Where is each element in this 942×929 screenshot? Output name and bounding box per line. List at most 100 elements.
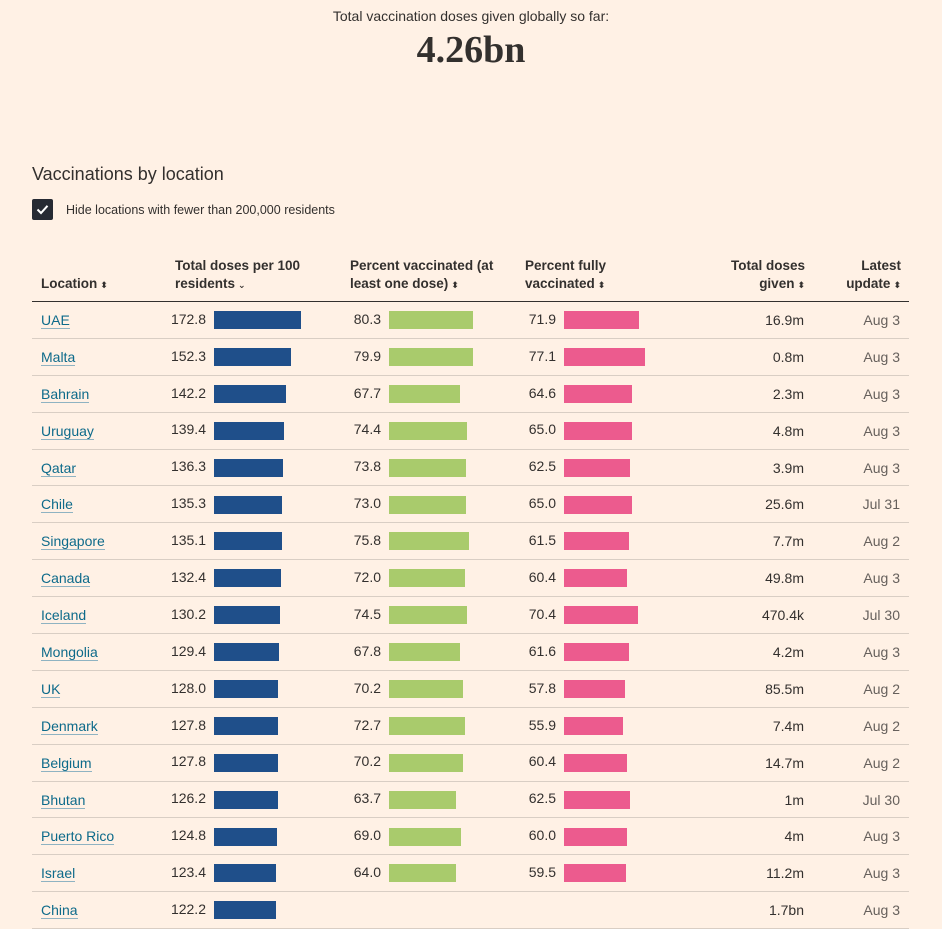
col-header-pct-fully[interactable]: Percent fully vaccinated ⬍ (516, 252, 691, 302)
total-doses-cell: 49.8m (691, 559, 813, 598)
latest-update-cell: Aug 2 (813, 522, 909, 561)
location-link[interactable]: Malta (41, 348, 76, 366)
one-dose-bar (389, 421, 467, 440)
total-doses-cell: 14.7m (691, 744, 813, 782)
pct-one-dose-cell: 70.2 (341, 670, 516, 708)
sort-both-icon: ⬍ (451, 280, 459, 290)
cell-value: 65.0 (528, 421, 556, 438)
total-doses-cell: 7.7m (691, 522, 813, 561)
doses-bar (214, 384, 286, 403)
col-header-doses-per-100[interactable]: Total doses per 100 residents ⌄ (166, 252, 341, 302)
location-link[interactable]: Mongolia (41, 643, 98, 661)
doses-bar (214, 311, 301, 330)
location-link[interactable]: Singapore (41, 533, 105, 551)
cell-value: 123.4 (170, 864, 206, 881)
doses-per-100-cell: 139.4 (166, 412, 341, 450)
latest-update-cell: Aug 3 (813, 559, 909, 598)
location-link[interactable]: Chile (41, 496, 73, 514)
one-dose-bar (389, 311, 473, 330)
table-row: Bahrain 142.2 67.7 64.6 2.3m Aug 3 (32, 375, 909, 413)
location-link[interactable]: Israel (41, 865, 76, 883)
filter-label: Hide locations with fewer than 200,000 r… (66, 202, 335, 217)
cell-value: 130.2 (170, 605, 206, 622)
location-link[interactable]: Puerto Rico (41, 828, 115, 846)
latest-update-cell: Aug 2 (813, 670, 909, 708)
col-header-total-doses[interactable]: Total doses given ⬍ (691, 252, 813, 302)
fully-bar (564, 606, 638, 625)
location-link[interactable]: Belgium (41, 754, 92, 772)
location-link[interactable]: Qatar (41, 459, 77, 477)
cell-value: 67.8 (353, 642, 381, 659)
location-link[interactable]: Iceland (41, 607, 87, 625)
location-link[interactable]: Uruguay (41, 422, 94, 440)
latest-update-cell: Aug 3 (813, 375, 909, 413)
col-header-pct-one-dose[interactable]: Percent vaccinated (at least one dose) ⬍ (341, 252, 516, 302)
doses-bar (214, 827, 277, 846)
doses-bar (214, 643, 279, 662)
fully-bar (564, 421, 632, 440)
col-header-location[interactable]: Location ⬍ (32, 252, 166, 302)
location-link[interactable]: Bhutan (41, 791, 86, 809)
table-row: UK 128.0 70.2 57.8 85.5m Aug 2 (32, 670, 909, 708)
pct-fully-cell: 62.5 (516, 781, 691, 819)
pct-one-dose-cell: 63.7 (341, 781, 516, 819)
fully-bar (564, 790, 630, 809)
cell-value: 67.7 (353, 384, 381, 401)
location-cell: Uruguay (32, 412, 166, 450)
table-row: UAE 172.8 80.3 71.9 16.9m Aug 3 (32, 301, 909, 339)
doses-bar (214, 790, 278, 809)
pct-fully-cell: 77.1 (516, 338, 691, 376)
location-cell: Denmark (32, 707, 166, 745)
pct-fully-cell: 61.5 (516, 522, 691, 561)
location-link[interactable]: UAE (41, 311, 70, 329)
col-header-label: Latest update (846, 258, 901, 291)
cell-value: 60.0 (528, 827, 556, 844)
latest-update-cell: Aug 3 (813, 449, 909, 487)
location-link[interactable]: Canada (41, 570, 91, 588)
sort-both-icon: ⬍ (797, 280, 805, 290)
one-dose-bar (389, 790, 456, 809)
sort-descending-icon: ⌄ (238, 280, 246, 290)
fully-bar (564, 495, 632, 514)
cell-value: 63.7 (353, 790, 381, 807)
sort-both-icon: ⬍ (893, 280, 901, 290)
table-row: Singapore 135.1 75.8 61.5 7.7m Aug 2 (32, 522, 909, 561)
table-header-row: Location ⬍ Total doses per 100 residents ⌄… (32, 252, 909, 302)
pct-fully-cell: 61.6 (516, 633, 691, 671)
table-row: Canada 132.4 72.0 60.4 49.8m Aug 3 (32, 559, 909, 598)
cell-value: 128.0 (170, 679, 206, 696)
doses-per-100-cell: 123.4 (166, 854, 341, 893)
population-filter[interactable]: Hide locations with fewer than 200,000 r… (32, 199, 335, 220)
cell-value: 80.3 (353, 310, 381, 327)
cell-value: 70.2 (353, 679, 381, 696)
cell-value: 69.0 (353, 827, 381, 844)
cell-value: 71.9 (528, 310, 556, 327)
total-doses-cell: 3.9m (691, 449, 813, 487)
doses-per-100-cell: 129.4 (166, 633, 341, 671)
one-dose-bar (389, 680, 463, 698)
latest-update-cell: Aug 3 (813, 817, 909, 856)
fully-bar (564, 311, 639, 330)
cell-value: 127.8 (170, 753, 206, 770)
doses-bar (214, 716, 278, 735)
header: Total vaccination doses given globally s… (0, 0, 942, 72)
location-link[interactable]: Denmark (41, 717, 98, 735)
sort-both-icon: ⬍ (100, 280, 108, 290)
cell-value: 135.1 (170, 532, 206, 549)
location-cell: China (32, 891, 166, 929)
doses-bar (214, 901, 276, 920)
location-link[interactable]: UK (41, 680, 61, 698)
total-doses-cell: 4.2m (691, 633, 813, 671)
table-row: Belgium 127.8 70.2 60.4 14.7m Aug 2 (32, 744, 909, 782)
total-doses-cell: 1m (691, 781, 813, 819)
col-header-latest-update[interactable]: Latest update ⬍ (813, 252, 909, 302)
doses-per-100-cell: 135.3 (166, 485, 341, 524)
location-cell: Mongolia (32, 633, 166, 671)
location-link[interactable]: China (41, 902, 78, 920)
col-header-label: Total doses given (730, 258, 805, 291)
location-link[interactable]: Bahrain (41, 385, 90, 403)
cell-value: 129.4 (170, 642, 206, 659)
cell-value: 70.2 (353, 753, 381, 770)
cell-value: 124.8 (170, 827, 206, 844)
hide-small-locations-checkbox[interactable] (32, 199, 53, 220)
